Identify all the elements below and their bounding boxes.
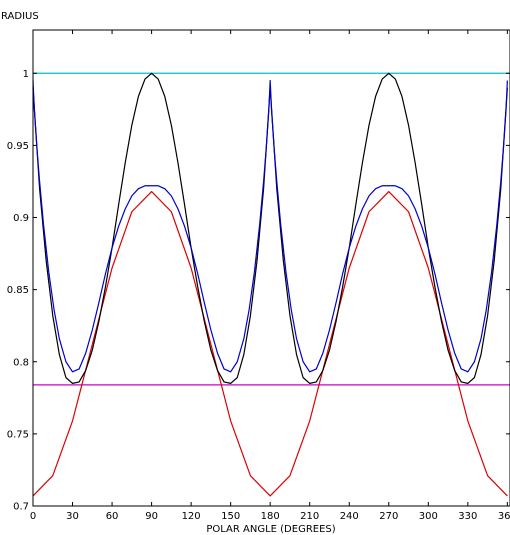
- x-tick-label: 60: [106, 511, 119, 522]
- y-tick-label: 0.95: [7, 141, 29, 152]
- x-tick-label: 300: [419, 511, 438, 522]
- x-tick-label: 90: [145, 511, 158, 522]
- y-axis-label: RADIUS: [1, 11, 39, 22]
- plot-frame: [32, 29, 510, 507]
- x-tick-label: 0: [30, 511, 36, 522]
- series-line-3: [32, 72, 508, 384]
- x-axis-label: POLAR ANGLE (DEGREES): [206, 524, 335, 535]
- y-tick-label: 0.7: [13, 502, 29, 513]
- x-tick-label: 240: [340, 511, 359, 522]
- x-tick-label: 120: [182, 511, 201, 522]
- x-tick-label: 180: [261, 511, 280, 522]
- y-tick-label: 1: [23, 69, 29, 80]
- x-tick-label: 270: [379, 511, 398, 522]
- y-tick-label: 0.8: [13, 357, 29, 368]
- x-tick-label: 360: [498, 511, 510, 522]
- x-tick-label: 30: [66, 511, 79, 522]
- series-line-4: [32, 79, 508, 373]
- x-tick-label: 330: [458, 511, 477, 522]
- y-tick-label: 0.85: [7, 285, 29, 296]
- x-tick-label: 210: [300, 511, 319, 522]
- x-tick-label: 150: [221, 511, 240, 522]
- y-tick-label: 0.75: [7, 429, 29, 440]
- y-tick-label: 0.9: [13, 213, 29, 224]
- axis-layer: 0 30 60 90 120 150 180 210 240 270 300 330 360 0.7 0.7…: [7, 30, 510, 522]
- series-layer: [32, 72, 510, 497]
- series-line-2: [32, 190, 508, 497]
